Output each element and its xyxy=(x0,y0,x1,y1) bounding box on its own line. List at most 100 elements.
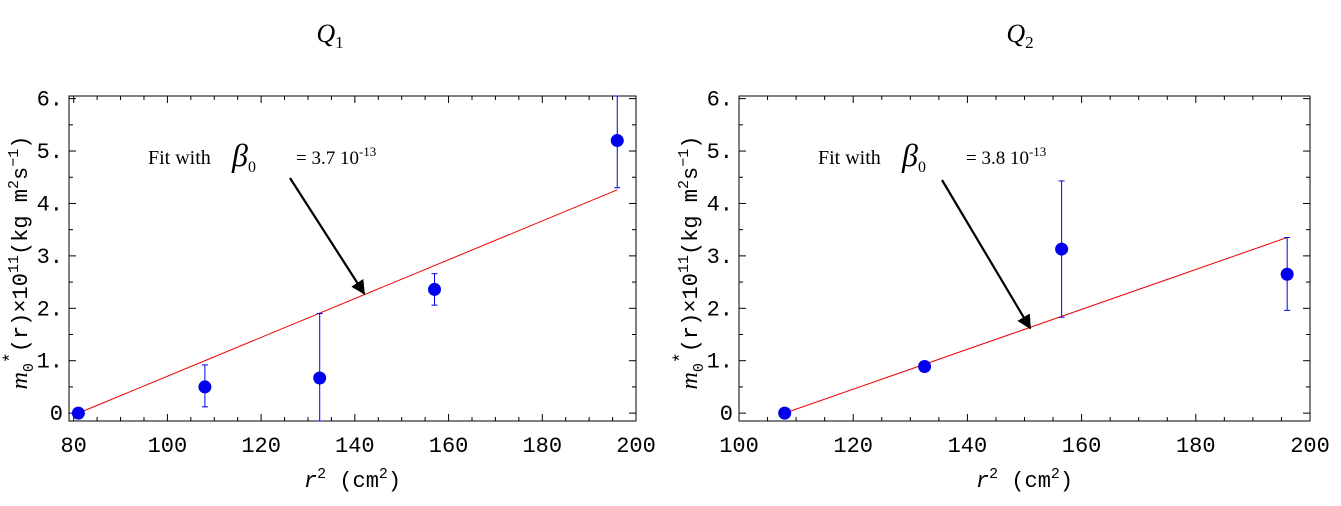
y-axis-label-sub: 0 xyxy=(21,363,38,372)
chart-title-main: Q xyxy=(1006,19,1025,48)
x-tick-label: 160 xyxy=(1062,434,1102,459)
x-tick-label: 100 xyxy=(148,434,188,459)
x-axis-label-var: r xyxy=(976,469,989,494)
x-axis-label-units: (cm xyxy=(326,469,379,494)
y-tick-label: 1. xyxy=(37,350,63,375)
y-tick-label: 4. xyxy=(707,192,733,217)
y-tick-label: 5. xyxy=(37,140,63,165)
y-tick-label: 0 xyxy=(720,402,733,427)
x-tick-label: 140 xyxy=(335,434,375,459)
x-tick-label: 80 xyxy=(60,434,86,459)
y-axis-label-var: m xyxy=(7,372,33,389)
y-axis-label-units: (kg m xyxy=(9,189,34,255)
data-point xyxy=(313,371,327,385)
chart-title: Q2 xyxy=(1006,19,1033,52)
x-axis-label-units-close: ) xyxy=(388,469,401,494)
annotation-beta-sub: 0 xyxy=(918,159,926,176)
annotation-beta: β xyxy=(231,137,248,173)
y-axis-label-exp: 11 xyxy=(676,255,693,273)
data-point xyxy=(1280,267,1294,281)
x-tick-label: 120 xyxy=(241,434,281,459)
annotation-symbol: β0 xyxy=(231,137,256,176)
y-axis-label-exp: 11 xyxy=(6,255,23,273)
annotation-value-main: = 3.8 10 xyxy=(966,148,1029,169)
x-tick-label: 180 xyxy=(522,434,562,459)
y-tick-label: 3. xyxy=(707,245,733,270)
y-axis-label-units-close: ) xyxy=(9,136,34,149)
y-axis-label-units-exp: 2 xyxy=(6,180,23,189)
x-axis-label-units: (cm xyxy=(998,469,1051,494)
y-axis-label-arg: (r) xyxy=(9,313,34,353)
annotation-arrow xyxy=(941,179,1032,330)
x-tick-label: 200 xyxy=(616,434,656,459)
x-axis-label-units-sup: 2 xyxy=(379,466,388,483)
data-point xyxy=(198,380,212,394)
y-axis-label-units: (kg m xyxy=(679,189,704,255)
y-tick-label: 2. xyxy=(37,297,63,322)
y-axis-label-star: * xyxy=(2,352,22,363)
plot-frame xyxy=(68,95,637,422)
x-axis-label-units-sup: 2 xyxy=(1051,466,1060,483)
fit-line xyxy=(784,237,1288,414)
y-tick-label: 3. xyxy=(37,245,63,270)
y-axis-label-units-s-exp: −1 xyxy=(676,149,693,167)
chart-title-subscript: 2 xyxy=(1025,33,1034,52)
x-axis-label-sup: 2 xyxy=(989,466,998,483)
annotation-value: = 3.8 10-13 xyxy=(966,144,1046,169)
x-tick-label: 120 xyxy=(833,434,873,459)
x-tick-label: 200 xyxy=(1290,434,1330,459)
data-point xyxy=(778,406,792,420)
y-tick-label: 6. xyxy=(707,88,733,113)
chart-title-subscript: 1 xyxy=(335,33,344,52)
annotation-prefix: Fit with xyxy=(148,147,211,169)
annotation-arrow xyxy=(289,177,366,295)
annotation-value-main: = 3.7 10 xyxy=(296,148,359,169)
y-axis-label-var: m xyxy=(677,372,703,389)
x-tick-label: 140 xyxy=(948,434,988,459)
data-point xyxy=(610,134,624,148)
chart-title-main: Q xyxy=(316,19,335,48)
annotation-beta-sub: 0 xyxy=(248,159,256,176)
y-axis-label: m0*(r)×1011(kg m2s−1) xyxy=(672,136,708,390)
data-point xyxy=(1055,242,1069,256)
y-tick-label: 4. xyxy=(37,192,63,217)
x-axis-label-var: r xyxy=(304,469,317,494)
y-axis-label-times: ×10 xyxy=(679,273,704,313)
annotation-symbol: β0 xyxy=(901,137,926,176)
y-axis-label-units-exp: 2 xyxy=(676,180,693,189)
annotation-value-exp: -13 xyxy=(359,144,376,159)
chart-title: Q1 xyxy=(316,19,343,52)
x-tick-label: 100 xyxy=(719,434,759,459)
y-axis-label-times: ×10 xyxy=(9,273,34,313)
data-point xyxy=(428,282,442,296)
y-tick-label: 1. xyxy=(707,350,733,375)
annotation-value: = 3.7 10-13 xyxy=(296,144,376,169)
y-axis-label-units-s-exp: −1 xyxy=(6,149,23,167)
y-tick-label: 6. xyxy=(37,88,63,113)
y-axis-label-units-s: s xyxy=(9,167,34,180)
data-point xyxy=(918,359,932,373)
annotation-value-exp: -13 xyxy=(1029,144,1046,159)
annotation-beta: β xyxy=(901,137,918,173)
y-axis-label-sub: 0 xyxy=(691,363,708,372)
x-axis-label: r2 (cm2) xyxy=(976,466,1073,494)
annotation-prefix: Fit with xyxy=(818,147,881,169)
y-axis-label-arg: (r) xyxy=(679,313,704,353)
fit-line xyxy=(78,189,618,414)
y-axis-label-units-s: s xyxy=(679,167,704,180)
y-tick-label: 5. xyxy=(707,140,733,165)
data-point xyxy=(71,406,85,420)
y-tick-label: 0 xyxy=(50,402,63,427)
plot-frame xyxy=(738,95,1311,422)
x-axis-label-sup: 2 xyxy=(317,466,326,483)
y-tick-label: 2. xyxy=(707,297,733,322)
y-axis-label: m0*(r)×1011(kg m2s−1) xyxy=(2,136,38,390)
x-tick-label: 180 xyxy=(1176,434,1216,459)
x-axis-label-units-close: ) xyxy=(1060,469,1073,494)
y-axis-label-units-close: ) xyxy=(679,136,704,149)
x-axis-label: r2 (cm2) xyxy=(304,466,401,494)
y-axis-label-star: * xyxy=(672,352,692,363)
